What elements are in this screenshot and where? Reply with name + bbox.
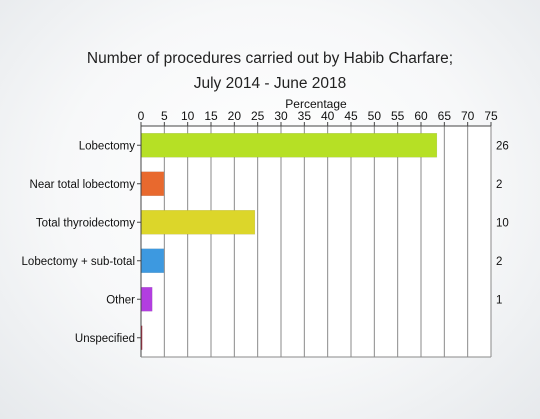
x-tick-label: 50 bbox=[368, 109, 382, 123]
count-label: 10 bbox=[496, 217, 509, 229]
plot-area bbox=[141, 126, 491, 357]
axes bbox=[137, 122, 492, 358]
count-label: 1 bbox=[496, 294, 502, 306]
x-tick-label: 45 bbox=[344, 109, 358, 123]
grid-lines bbox=[140, 126, 492, 357]
category-labels: Lobectomy Near total lobectomy Total thyro… bbox=[22, 140, 136, 345]
x-tick-label: 40 bbox=[321, 109, 335, 123]
x-tick-label: 30 bbox=[274, 109, 288, 123]
bar bbox=[140, 133, 438, 158]
x-tick-label: 55 bbox=[391, 109, 405, 123]
count-label: 26 bbox=[496, 140, 509, 152]
x-tick-label: 15 bbox=[204, 109, 218, 123]
bar bbox=[140, 171, 165, 196]
x-tick-labels: 0 5 10 15 20 25 30 35 40 45 50 55 60 65 70 75 bbox=[138, 109, 498, 123]
x-tick-label: 65 bbox=[438, 109, 452, 123]
bar bbox=[140, 287, 153, 312]
category-label: Other bbox=[106, 294, 135, 306]
x-tick-label: 75 bbox=[484, 109, 498, 123]
x-axis-label: Percentage bbox=[285, 97, 347, 111]
category-label: Unspecified bbox=[75, 333, 135, 345]
bars bbox=[140, 133, 438, 350]
x-tick-label: 0 bbox=[138, 109, 145, 123]
count-labels: 26 2 10 2 1 bbox=[496, 140, 509, 306]
chart-title-line-2: July 2014 - June 2018 bbox=[193, 75, 347, 92]
x-tick-label: 60 bbox=[414, 109, 428, 123]
bar bbox=[140, 210, 256, 235]
count-label: 2 bbox=[496, 179, 502, 191]
x-tick-label: 5 bbox=[161, 109, 168, 123]
x-tick-label: 25 bbox=[251, 109, 265, 123]
x-tick-label: 70 bbox=[461, 109, 475, 123]
x-tick-label: 20 bbox=[228, 109, 242, 123]
x-tick-label: 35 bbox=[298, 109, 312, 123]
bar bbox=[140, 248, 165, 273]
category-label: Total thyroidectomy bbox=[36, 217, 135, 229]
chart-title-line-1: Number of procedures carried out by Habi… bbox=[86, 50, 454, 67]
x-tick-label: 10 bbox=[181, 109, 195, 123]
category-label: Lobectomy bbox=[79, 140, 136, 152]
count-label: 2 bbox=[496, 256, 502, 268]
category-label: Lobectomy + sub-total bbox=[22, 256, 135, 268]
category-label: Near total lobectomy bbox=[30, 179, 136, 191]
